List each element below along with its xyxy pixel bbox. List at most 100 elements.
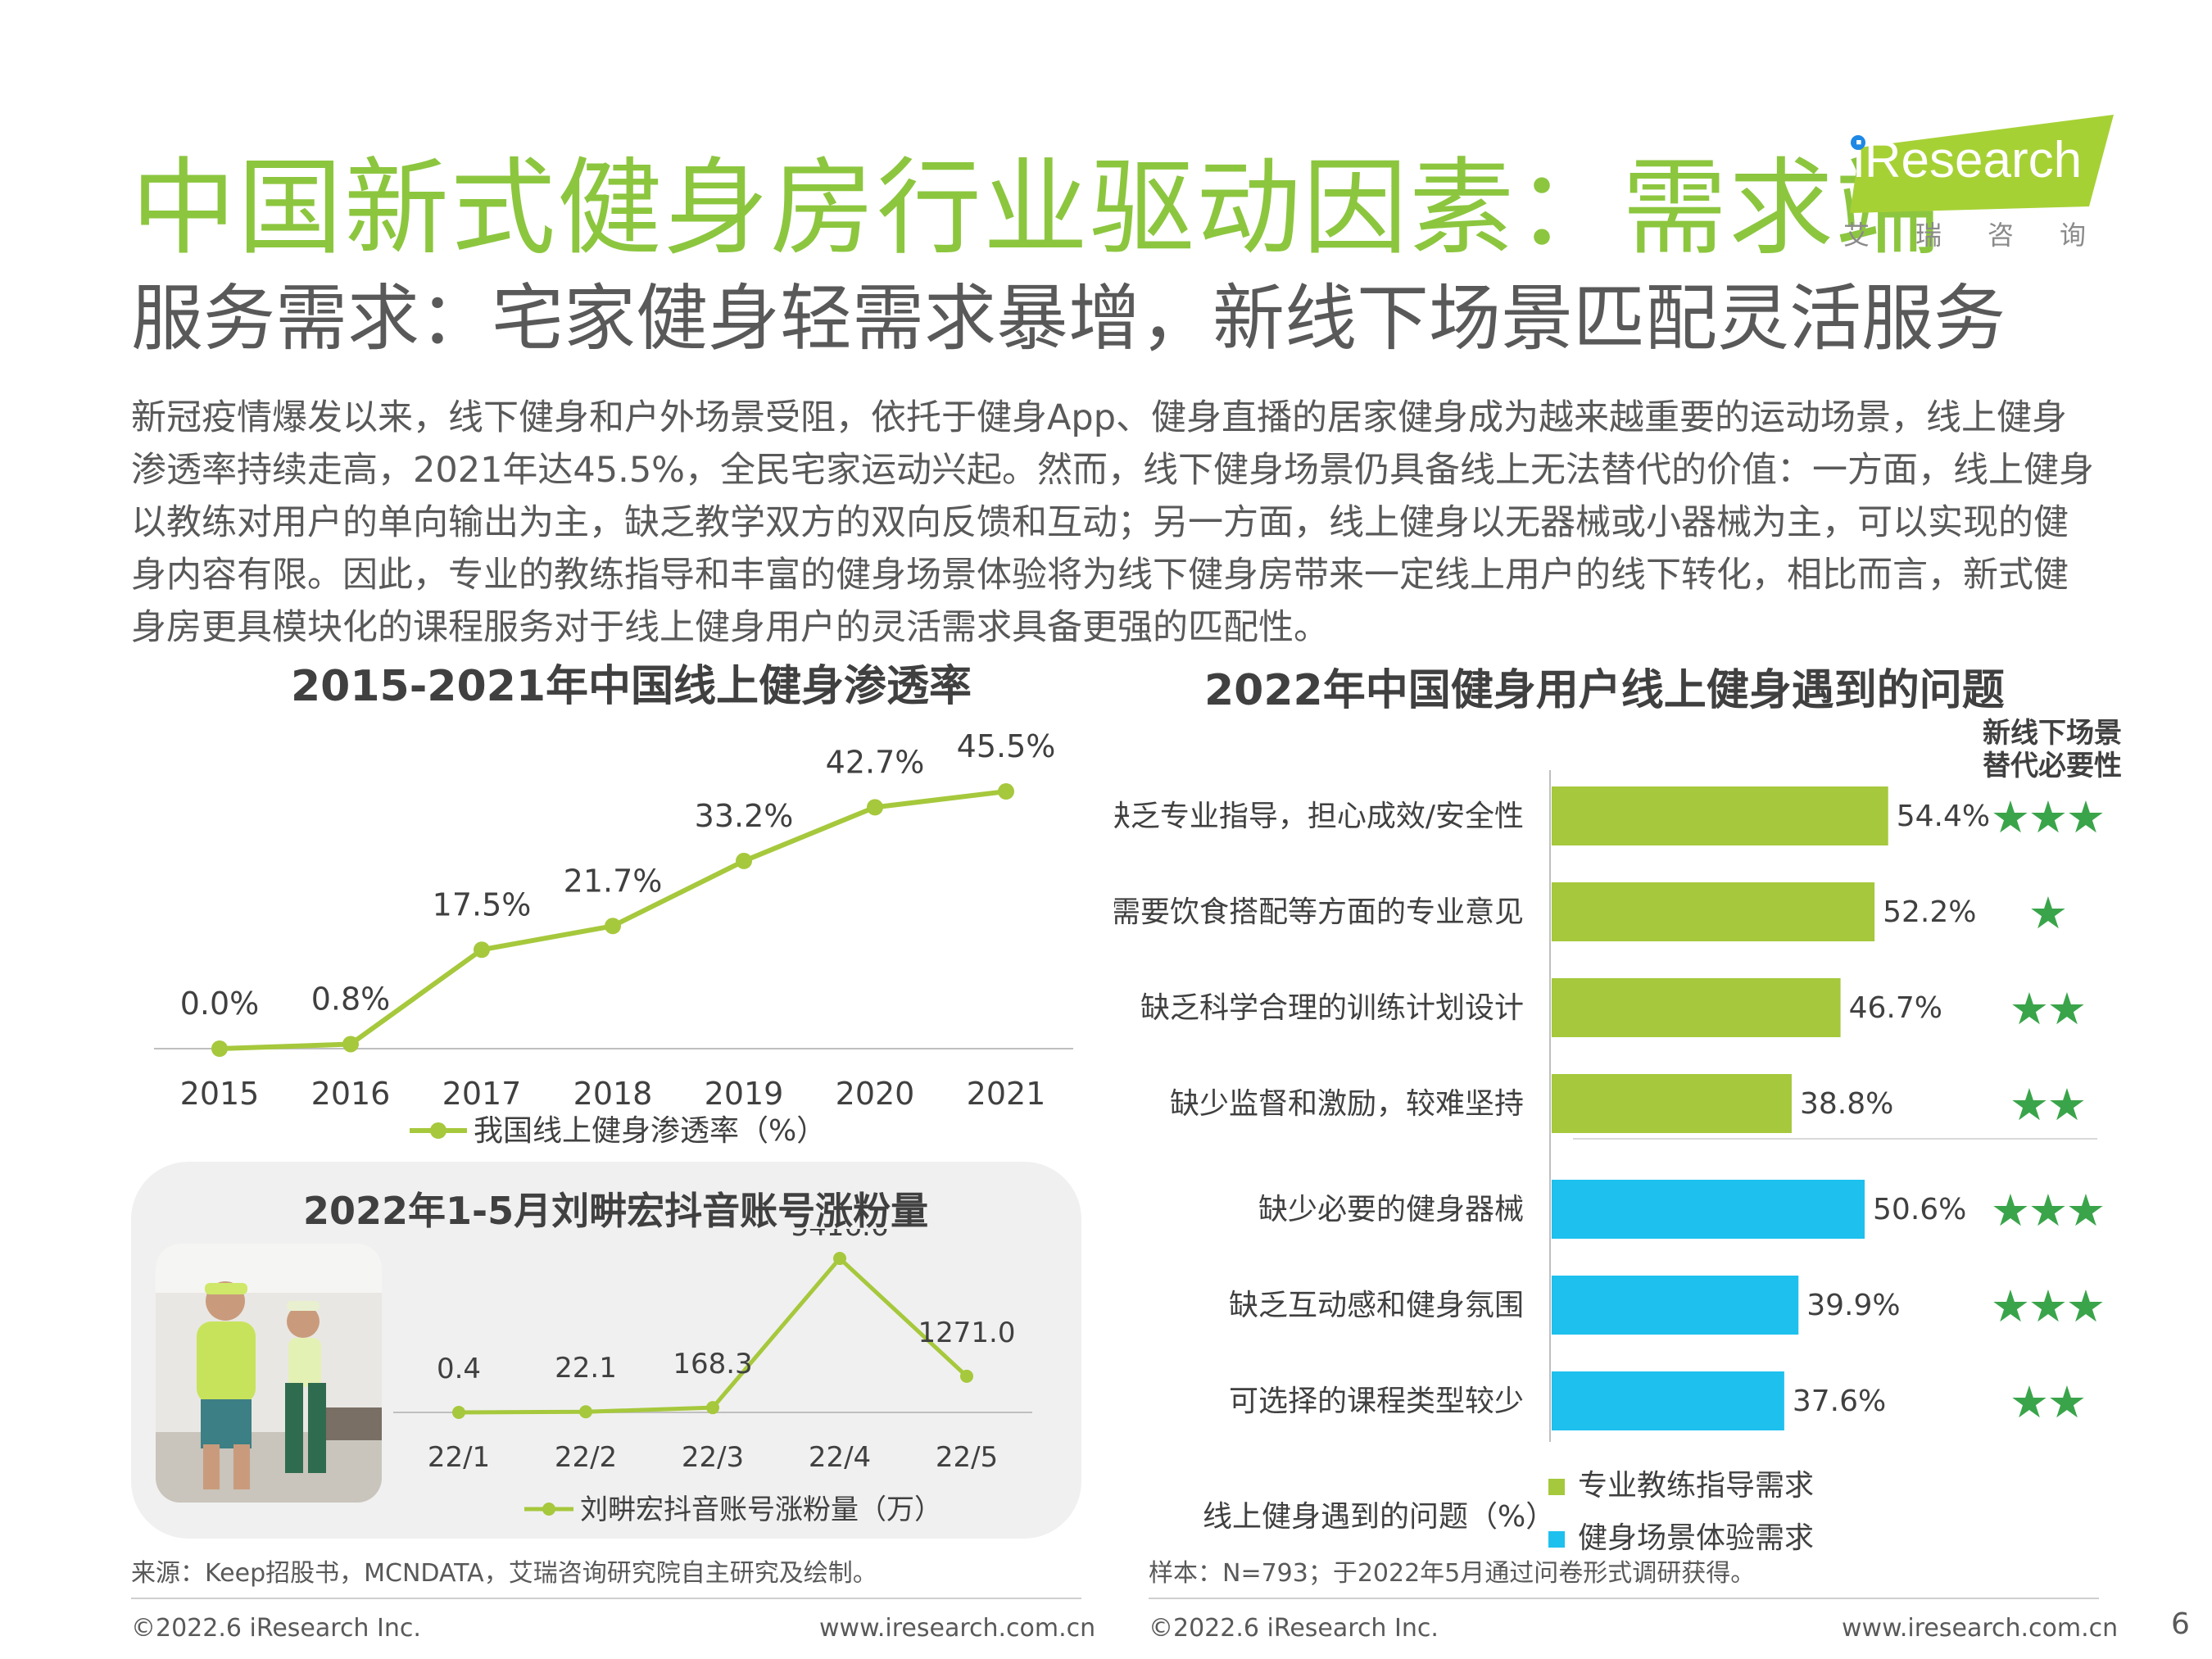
chart3-point	[706, 1401, 719, 1415]
chart2-star-icon: ★	[2028, 1281, 2068, 1332]
chart2-bar	[1552, 1276, 1799, 1335]
footer-url-right[interactable]: www.iresearch.com.cn	[1842, 1614, 2119, 1643]
chart1-point	[605, 918, 621, 935]
legend-label-coach: 专业教练指导需求	[1578, 1469, 1815, 1503]
chart2-category-label: 缺乏科学合理的训练计划设计	[1140, 991, 1524, 1025]
chart3-tick-label: 22/4	[809, 1441, 871, 1474]
chart2-star-icon: ★	[2047, 1079, 2087, 1131]
chart2-data-label: 46.7%	[1849, 991, 1942, 1025]
chart3-title: 2022年1-5月刘畊宏抖音账号涨粉量	[303, 1189, 929, 1233]
chart3-line-chart: 0.4 22/1 22.1 22/2 168.3 22/3 5416.6 22/4 1271.0…	[393, 1229, 1032, 1526]
legend-label-scene: 健身场景体验需求	[1578, 1521, 1815, 1555]
chart1-point	[474, 941, 490, 959]
chart3-data-label: 22.1	[555, 1352, 617, 1385]
chart2-category-label: 缺乏专业指导，担心成效/安全性	[1114, 800, 1524, 833]
iresearch-logo	[1850, 115, 2114, 213]
chart2-star-icon: ★	[2010, 1079, 2049, 1131]
chart2-bar	[1552, 978, 1841, 1037]
legend-item-scene: 健身场景体验需求	[1548, 1512, 1814, 1565]
chart3-point	[452, 1405, 465, 1419]
chart2-data-label: 52.2%	[1883, 895, 1976, 929]
chart3-legend-label: 刘畊宏抖音账号涨粉量（万）	[580, 1494, 942, 1526]
chart1-data-label: 0.8%	[311, 981, 391, 1017]
chart3-data-label: 0.4	[437, 1353, 481, 1385]
chart1-point	[998, 783, 1014, 800]
chart2-star-icon: ★	[2010, 1376, 2049, 1428]
chart1-data-label: 17.5%	[433, 886, 532, 922]
chart1-data-label: 42.7%	[826, 744, 925, 780]
chart2-star-icon: ★	[1991, 791, 2030, 843]
chart2-category-label: 缺乏互动感和健身氛围	[1229, 1289, 1524, 1322]
chart1-tick-label: 2015	[180, 1076, 260, 1112]
legend-item-coach: 专业教练指导需求	[1548, 1460, 1814, 1512]
chart2-legend: 专业教练指导需求 健身场景体验需求	[1548, 1460, 1814, 1565]
chart2-category-label: 可选择的课程类型较少	[1229, 1385, 1524, 1418]
chart2-star-icon: ★	[1991, 1281, 2030, 1332]
chart3-data-label: 5416.6	[791, 1229, 889, 1243]
chart2-bar	[1552, 1371, 1784, 1430]
chart2-bar	[1552, 1180, 1865, 1239]
chart2-bar	[1552, 786, 1888, 845]
chart1-point	[736, 852, 752, 869]
chart2-star-icon: ★	[1991, 1185, 2030, 1236]
chart2-category-label: 缺少必要的健身器械	[1258, 1193, 1524, 1226]
footer-url-left[interactable]: www.iresearch.com.cn	[819, 1614, 1096, 1643]
footer-copyright-left: ©2022.6 iResearch Inc.	[131, 1614, 421, 1643]
chart3-tick-label: 22/2	[555, 1441, 617, 1474]
chart3-data-label: 1271.0	[918, 1317, 1016, 1349]
chart1-tick-label: 2017	[442, 1076, 522, 1112]
chart2-star-icon: ★	[2047, 983, 2087, 1035]
footer-divider-right	[1149, 1598, 2099, 1599]
stars-header-line2: 替代必要性	[1983, 750, 2122, 782]
chart2-bar	[1552, 1074, 1792, 1133]
chart2-data-label: 38.8%	[1800, 1087, 1893, 1121]
footer-copyright-right: ©2022.6 iResearch Inc.	[1149, 1614, 1439, 1643]
intro-paragraph: 新冠疫情爆发以来，线下健身和户外场景受阻，依托于健身App、健身直播的居家健身成…	[131, 397, 2095, 648]
chart1-data-label: 0.0%	[180, 986, 260, 1022]
page-title: 中国新式健身房行业驱动因素：需求端	[131, 147, 1942, 270]
chart3-legend-marker	[542, 1503, 555, 1516]
chart2-star-icon: ★	[2028, 791, 2068, 843]
source-note: 来源：Keep招股书，MCNDATA，艾瑞咨询研究院自主研究及绘制。	[131, 1559, 877, 1588]
stars-header-line1: 新线下场景	[1983, 717, 2122, 750]
chart3-data-label: 168.3	[673, 1348, 752, 1380]
sample-note: 样本：N=793；于2022年5月通过问卷形式调研获得。	[1149, 1559, 1756, 1588]
chart2-category-label: 需要饮食搭配等方面的专业意见	[1114, 895, 1524, 929]
chart2-bar-chart: 54.4%缺乏专业指导，担心成效/安全性 ★★★52.2%需要饮食搭配等方面的专业…	[1114, 770, 2105, 1442]
chart2-title: 2022年中国健身用户线上健身遇到的问题	[1204, 666, 2005, 715]
chart2-category-label: 缺少监督和激励，较难坚持	[1170, 1087, 1524, 1121]
chart2-data-label: 37.6%	[1793, 1385, 1886, 1418]
chart1-legend-label: 我国线上健身渗透率（%）	[474, 1114, 826, 1148]
chart1-tick-label: 2016	[311, 1076, 391, 1112]
stars-header: 新线下场景 替代必要性	[1970, 717, 2134, 782]
chart3-point	[579, 1405, 592, 1419]
chart1-data-label: 45.5%	[957, 728, 1056, 764]
chart3-series-line	[458, 1256, 968, 1415]
chart3-point	[833, 1252, 846, 1266]
chart2-star-icon: ★	[2028, 1185, 2068, 1236]
chart2-data-label: 39.9%	[1806, 1289, 1900, 1322]
chart2-star-icon: ★	[2010, 983, 2049, 1035]
chart1-data-label: 21.7%	[564, 863, 663, 899]
chart1-tick-label: 2021	[967, 1076, 1046, 1112]
footer-divider-left	[131, 1598, 1081, 1599]
chart3-tick-label: 22/3	[682, 1441, 744, 1474]
chart2-star-icon: ★	[2066, 1185, 2105, 1236]
chart1-line-chart: 0.0% 2015 0.8% 2016 17.5% 2017 21.7% 2018 33.2% 2…	[154, 728, 1073, 1148]
chart1-tick-label: 2018	[573, 1076, 653, 1112]
chart1-legend-marker	[430, 1122, 446, 1139]
chart2-star-icon: ★	[2047, 1376, 2087, 1428]
chart1-data-label: 33.2%	[695, 798, 794, 834]
legend-swatch-blue	[1548, 1531, 1565, 1548]
page-number: 6	[2171, 1607, 2190, 1641]
logo-text: iResearch	[1853, 132, 2083, 188]
chart2-bar	[1552, 882, 1875, 941]
chart2-data-label: 54.4%	[1897, 800, 1990, 833]
chart1-tick-label: 2019	[705, 1076, 784, 1112]
chart1-point	[867, 799, 883, 816]
chart2-star-icon: ★	[2066, 1281, 2105, 1332]
chart3-tick-label: 22/1	[428, 1441, 490, 1474]
chart1-point	[342, 1036, 359, 1053]
chart1-point	[211, 1040, 228, 1057]
chart1-title: 2015-2021年中国线上健身渗透率	[291, 662, 972, 711]
